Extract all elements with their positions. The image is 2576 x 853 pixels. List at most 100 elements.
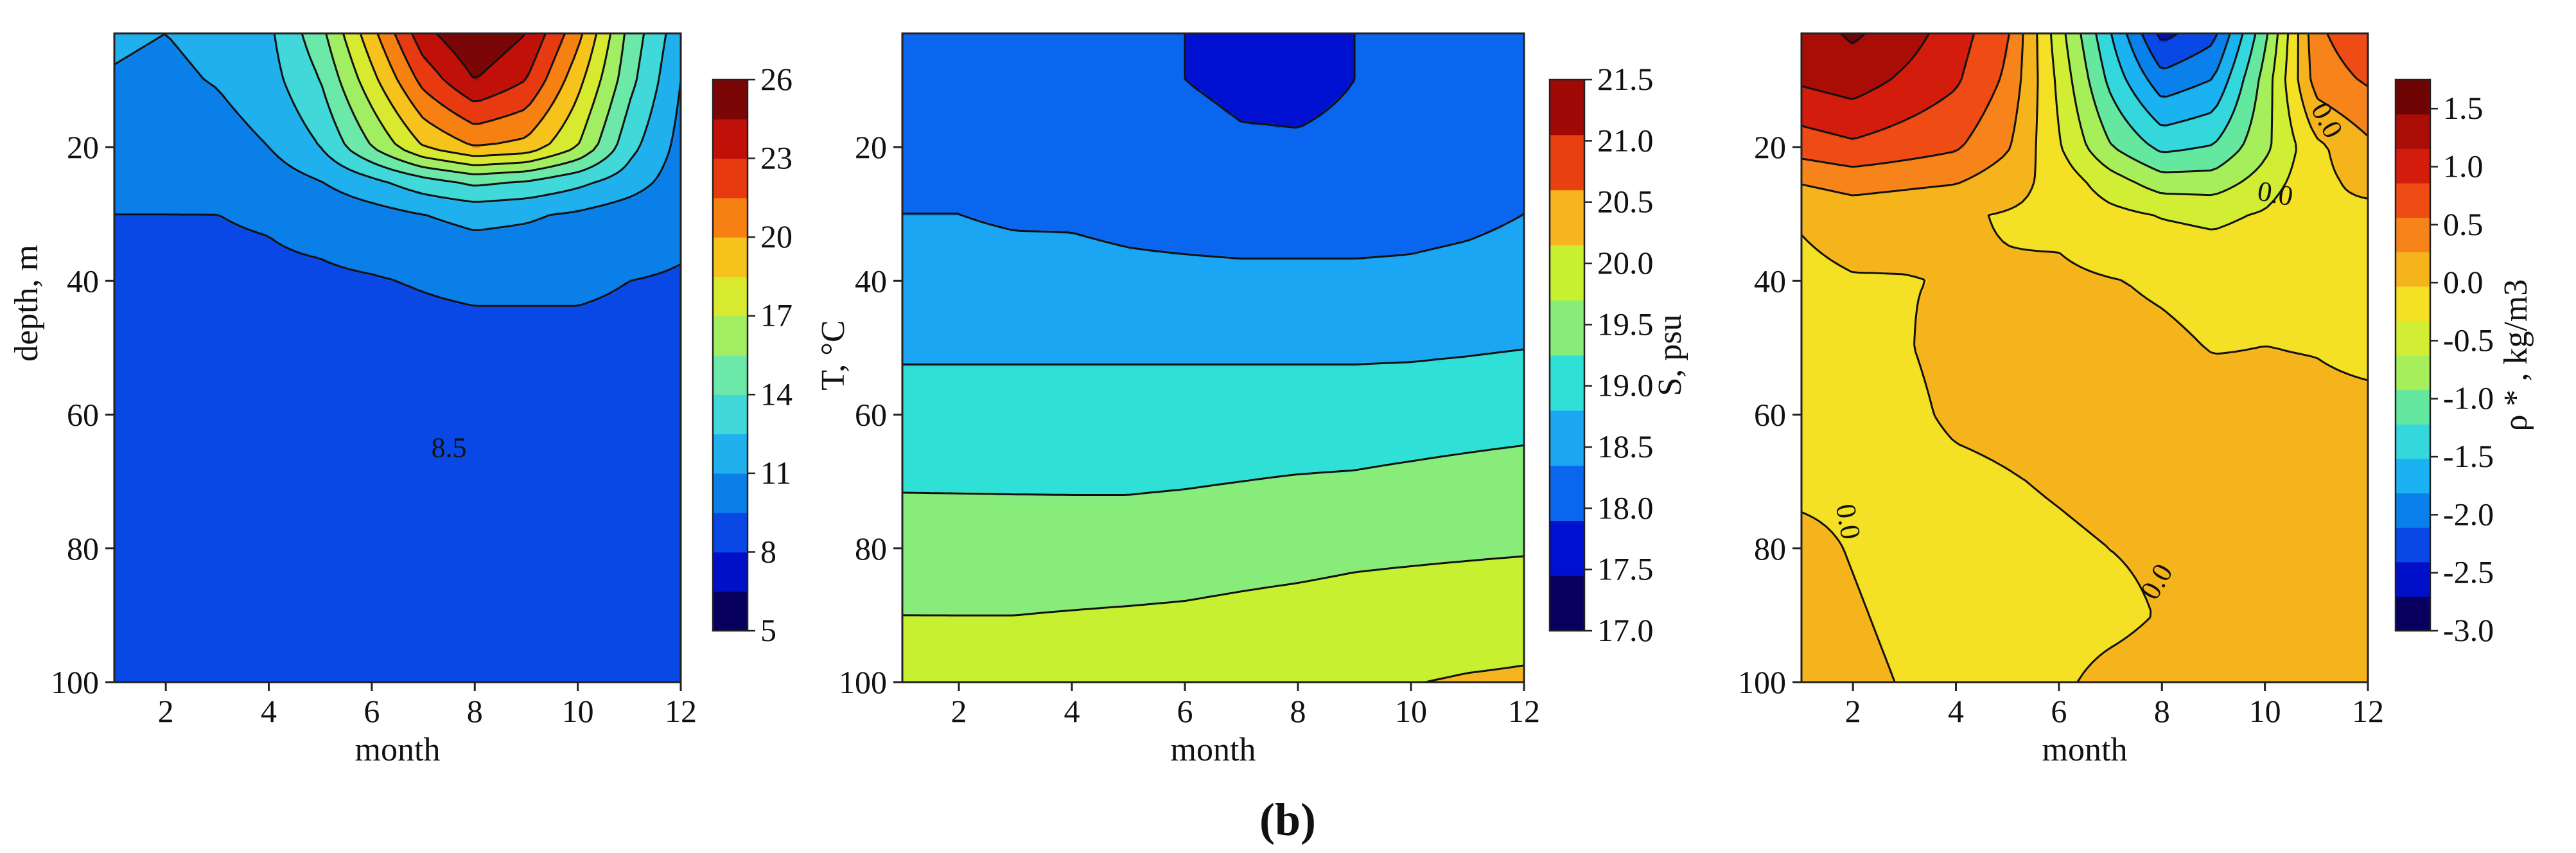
contour-line [2095, 33, 2257, 154]
contour-line [394, 33, 566, 125]
x-tick-label: 8 [467, 693, 483, 729]
x-tick-label: 6 [1177, 693, 1193, 729]
x-tick-label: 4 [261, 693, 277, 729]
colorbar-segment [713, 315, 748, 356]
colorbar-segment [713, 434, 748, 474]
colorbar-frame [1548, 78, 1586, 632]
colorbar-tick-label: -1.5 [2443, 438, 2494, 474]
colorbar-tick-label: 11 [760, 455, 791, 491]
colorbar-segment [2396, 458, 2430, 494]
plot-frame [901, 32, 1525, 683]
y-tick-label: 20 [67, 129, 99, 165]
colorbar-segment [2396, 596, 2430, 631]
colorbar-tick-label: 26 [760, 61, 793, 97]
contour-label: 0.0 [2255, 175, 2295, 213]
colorbar-segment [713, 394, 748, 435]
colorbar-tick-label: 17.5 [1597, 551, 1654, 587]
colorbar-tick-label: 20.5 [1597, 184, 1654, 220]
contour-line [902, 444, 1525, 496]
plot-frame [1800, 32, 2369, 683]
colorbar-segment [713, 591, 748, 631]
y-tick-label: 40 [855, 263, 887, 299]
colorbar-segment [1550, 300, 1584, 356]
colorbar-segment [2396, 424, 2430, 459]
colorbar-tick-label: -2.0 [2443, 496, 2494, 532]
colorbar-segment [2396, 182, 2430, 218]
contour-line [1801, 33, 2369, 197]
y-tick-label: 60 [855, 397, 887, 433]
panel-label: (b) [1259, 794, 1316, 845]
colorbar-segment [2396, 561, 2430, 597]
contour-lines [1800, 32, 2369, 683]
contour-line [376, 33, 584, 146]
contour-label: 0.0 [1830, 502, 1867, 542]
x-tick-label: 10 [1395, 693, 1427, 729]
colorbar-segment [1550, 465, 1584, 521]
x-tick-label: 4 [1064, 693, 1080, 729]
colorbar-segment [2396, 527, 2430, 563]
contour-line [1801, 33, 1976, 140]
contour-field [1801, 33, 2368, 682]
colorbar-tick-label: 1.5 [2443, 90, 2484, 126]
colorbar-segment [2396, 80, 2430, 115]
colorbar-segment [2396, 217, 2430, 252]
colorbar-tick-label: -0.5 [2443, 322, 2494, 358]
colorbar-segment [2396, 493, 2430, 528]
y-tick-label: 80 [1754, 531, 1786, 567]
colorbar-segment [713, 473, 748, 513]
colorbar-segment [713, 197, 748, 238]
colorbar-tick-label: 18.5 [1597, 428, 1654, 464]
colorbar-segment [713, 276, 748, 317]
y-tick-label: 40 [1754, 263, 1786, 299]
panel-salinity: 2 4 6 8 10 12 20 40 60 80 100 month 21.5 21.0 20.5 20.0… [839, 32, 1688, 768]
contour-line [359, 33, 598, 157]
colorbar-segment [713, 119, 748, 159]
contour-line [2064, 33, 2279, 197]
contour-line [2110, 33, 2244, 127]
x-tick-label: 6 [2051, 693, 2067, 729]
colorbar-tick-label: 0.0 [2443, 264, 2484, 300]
contour-line [342, 33, 612, 166]
colorbar-tick-label: 21.5 [1597, 61, 1654, 97]
x-tick-label: 12 [2352, 693, 2384, 729]
colorbar-segment [2396, 286, 2430, 321]
x-tick-label: 2 [951, 693, 967, 729]
contour-line [410, 33, 547, 103]
colorbar-segment [713, 158, 748, 198]
x-axis-title: month [355, 732, 441, 768]
contour-lines [902, 33, 1525, 683]
contour-line [2125, 33, 2231, 98]
colorbar-tick-label: 19.5 [1597, 306, 1654, 342]
colorbar: 26 23 20 17 14 11 8 5 T, °C [712, 61, 852, 648]
x-tick-label: 10 [2249, 693, 2281, 729]
y-tick-label: 40 [67, 263, 99, 299]
colorbar-tick-label: 19.0 [1597, 367, 1654, 403]
colorbar-segment [1550, 355, 1584, 411]
contour-line [114, 213, 681, 307]
colorbar-segment [1550, 576, 1584, 631]
colorbar-tick-label: -3.0 [2443, 612, 2494, 648]
contour-line [1801, 33, 1931, 100]
contour-label: 8.5 [432, 432, 467, 464]
contour-line [325, 33, 626, 175]
colorbar-tick-label: 1.0 [2443, 148, 2484, 184]
colorbar-tick-label: -2.5 [2443, 554, 2494, 590]
contour-line [1800, 33, 2369, 683]
contour-line [2049, 33, 2297, 231]
colorbar-tick-label: 20 [760, 218, 793, 254]
contour-line [902, 555, 1525, 617]
colorbar-segment [713, 355, 748, 395]
colorbar-tick-label: 14 [760, 376, 793, 412]
contour-field [902, 33, 1524, 682]
colorbar-segment [2396, 252, 2430, 287]
y-tick-label: 80 [855, 531, 887, 567]
colorbar-segment [1550, 245, 1584, 301]
colorbar-tick-label: -1.0 [2443, 380, 2494, 416]
y-tick-label: 100 [839, 664, 887, 700]
colorbar-segment [2396, 321, 2430, 356]
contour-line [1184, 33, 1356, 129]
plot-frame [113, 32, 682, 683]
colorbar-segment [713, 237, 748, 277]
